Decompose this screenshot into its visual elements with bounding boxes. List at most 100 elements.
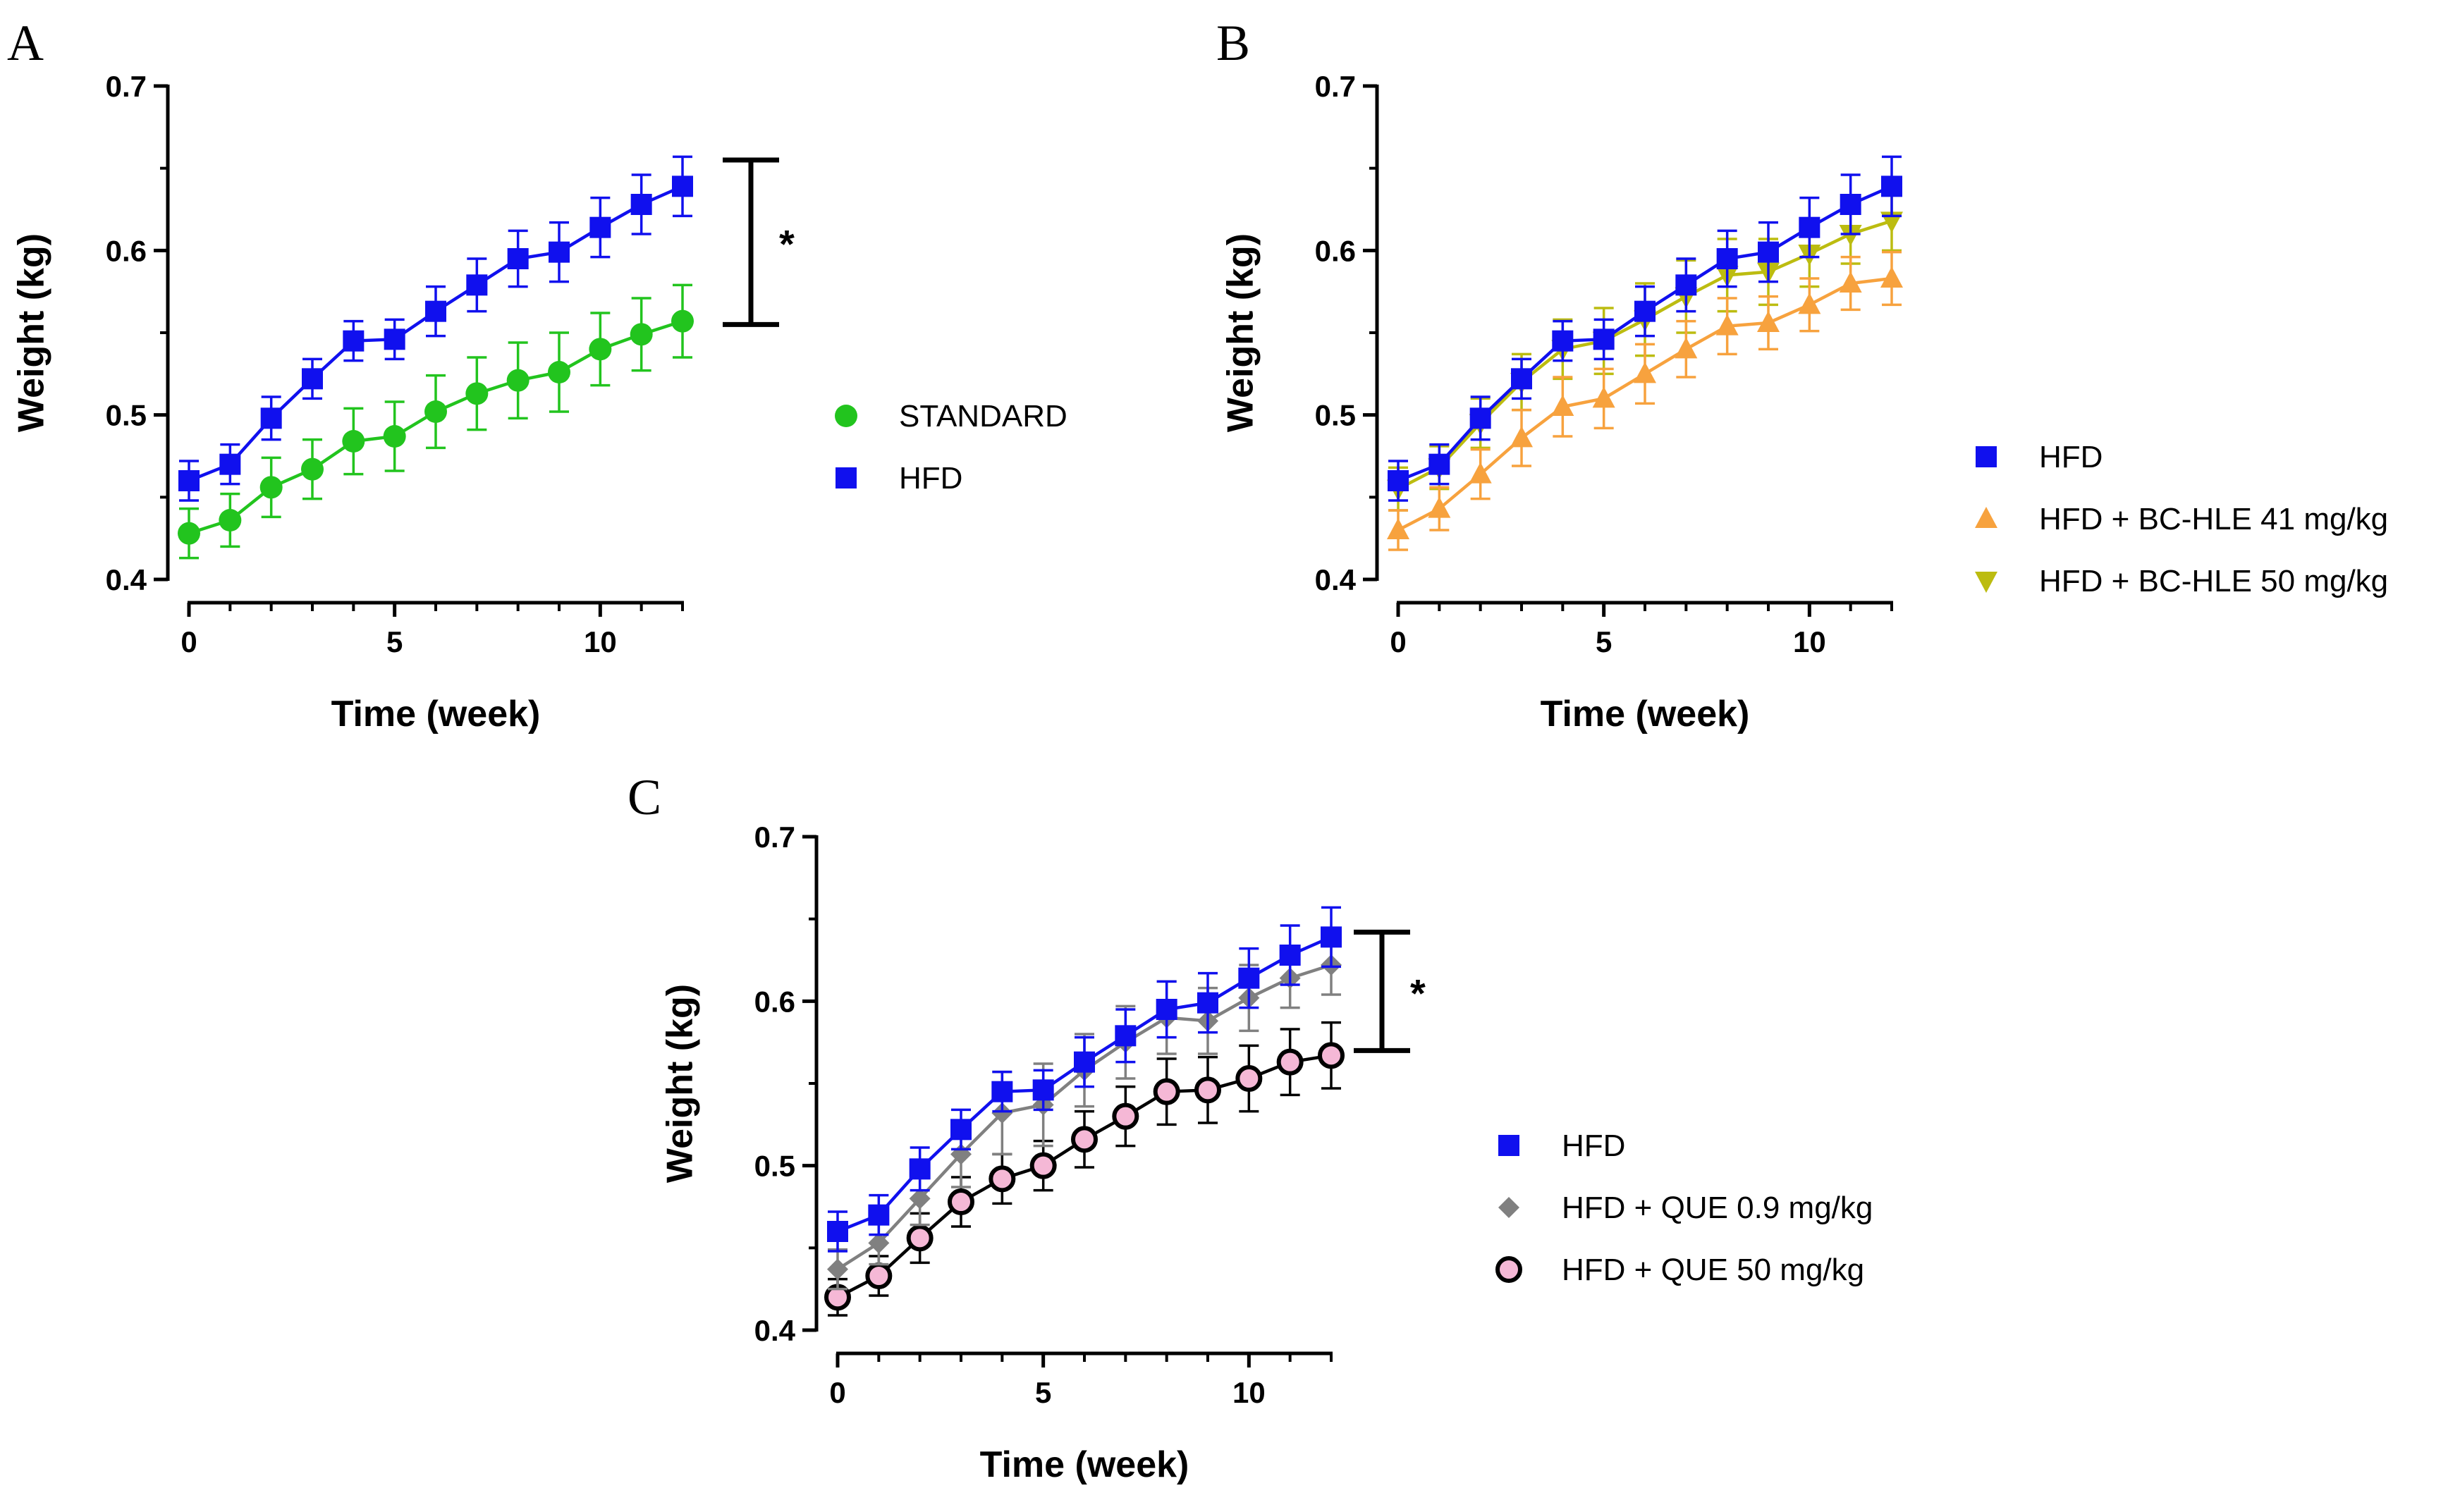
- data-point: [343, 330, 365, 352]
- panel-a: A 0.4 0.5 0.6 0.7 Weight (kg) 0 5 10 Time (week) *…: [7, 15, 1067, 735]
- panel-c: C 0.4 0.5 0.6 0.7 Weight (kg) 0 5 10 Time (week) *…: [628, 769, 1873, 1485]
- data-point: [909, 1188, 931, 1210]
- data-point: [827, 1221, 848, 1242]
- significance-label: *: [1410, 971, 1426, 1015]
- legend-item: HFD: [836, 461, 962, 496]
- data-point: [424, 400, 447, 423]
- y-tick-label: 0.4: [754, 1314, 796, 1347]
- legend-item: HFD + BC-HLE 41 mg/kg: [1975, 502, 2388, 536]
- data-point: [549, 241, 570, 263]
- legend-item: STANDARD: [835, 399, 1067, 434]
- data-point: [342, 430, 365, 453]
- series-hfd-bc-hle-41-mg-kg: [1387, 250, 1903, 551]
- data-point: [1032, 1079, 1054, 1101]
- data-point: [1552, 330, 1574, 352]
- panel-letter: B: [1216, 15, 1250, 71]
- data-point: [672, 176, 693, 197]
- data-point: [868, 1204, 890, 1226]
- x-tick-label: 0: [1390, 625, 1406, 658]
- data-point: [1880, 266, 1903, 288]
- y-axis-title: Weight (kg): [660, 984, 701, 1183]
- data-point: [589, 216, 611, 238]
- legend-item: HFD: [1498, 1129, 1625, 1163]
- data-point: [950, 1119, 972, 1141]
- legend-marker: [1495, 1256, 1522, 1283]
- legend-marker: [1976, 446, 1997, 467]
- data-point: [178, 470, 200, 491]
- x-tick-label: 5: [1596, 625, 1612, 658]
- y-tick-label: 0.4: [106, 563, 147, 596]
- data-point: [1593, 328, 1615, 350]
- legend-marker: [1975, 507, 1997, 528]
- data-point: [1799, 216, 1820, 238]
- series-hfd: [178, 155, 693, 502]
- x-tick-label: 5: [1035, 1376, 1051, 1409]
- data-point: [1675, 274, 1697, 296]
- data-point: [1634, 362, 1656, 383]
- y-tick-label: 0.5: [106, 399, 147, 432]
- y-tick-label: 0.7: [1315, 70, 1356, 103]
- x-axis-title: Time (week): [1541, 694, 1750, 735]
- data-point: [1469, 462, 1492, 484]
- panel-letter: A: [7, 15, 44, 71]
- y-axis-title: Weight (kg): [1220, 233, 1261, 432]
- legend-label: STANDARD: [899, 399, 1067, 434]
- series-hfd: [1388, 155, 1902, 502]
- data-point: [991, 1102, 1013, 1124]
- legend-marker: [1498, 1197, 1519, 1218]
- legend-marker: [1498, 1135, 1519, 1156]
- data-point: [1715, 314, 1739, 336]
- data-point: [302, 368, 323, 390]
- data-point: [1153, 1078, 1180, 1105]
- significance-bracket: *: [1354, 929, 1426, 1053]
- legend-label: HFD + BC-HLE 41 mg/kg: [2039, 502, 2388, 536]
- x-tick-label: 0: [829, 1376, 845, 1409]
- x-axis-title: Time (week): [331, 694, 541, 735]
- legend: HFD HFD + QUE 0.9 mg/kg HFD + QUE 50 mg/kg: [1495, 1129, 1873, 1287]
- data-point: [259, 476, 283, 499]
- data-point: [630, 323, 653, 346]
- y-tick-label: 0.7: [106, 70, 147, 103]
- data-point: [1235, 1065, 1263, 1092]
- x-tick-label: 10: [1232, 1376, 1266, 1409]
- data-point: [1675, 337, 1698, 359]
- legend-item: HFD + QUE 0.9 mg/kg: [1498, 1191, 1873, 1225]
- legend-marker: [1975, 572, 1997, 593]
- data-point: [1881, 176, 1902, 197]
- y-tick-label: 0.5: [754, 1150, 795, 1183]
- y-axis-title: Weight (kg): [11, 233, 52, 432]
- data-point: [1197, 992, 1218, 1014]
- data-point: [989, 1165, 1016, 1193]
- y-tick-label: 0.7: [754, 820, 795, 854]
- legend-label: HFD: [899, 461, 962, 496]
- data-point: [1428, 453, 1450, 475]
- data-point: [301, 457, 324, 481]
- data-point: [1840, 194, 1861, 215]
- data-point: [1634, 300, 1656, 322]
- series-standard: [178, 283, 694, 560]
- x-tick-label: 5: [386, 625, 403, 658]
- data-point: [1839, 271, 1862, 293]
- panel-letter: C: [628, 769, 661, 825]
- data-point: [1071, 1126, 1098, 1153]
- data-point: [1318, 1042, 1345, 1069]
- series-hfd: [827, 906, 1342, 1253]
- data-point: [630, 194, 652, 215]
- data-point: [991, 1081, 1013, 1102]
- y-tick-label: 0.6: [754, 985, 795, 1018]
- x-tick-label: 10: [1793, 625, 1826, 658]
- legend-label: HFD + QUE 0.9 mg/kg: [1562, 1191, 1873, 1225]
- data-point: [1321, 926, 1342, 948]
- data-point: [1388, 470, 1409, 491]
- data-point: [865, 1262, 893, 1289]
- significance-bracket: *: [723, 157, 795, 327]
- data-point: [909, 1158, 931, 1180]
- data-point: [1074, 1051, 1095, 1073]
- data-point: [1238, 967, 1260, 989]
- data-point: [507, 248, 529, 269]
- data-point: [1716, 248, 1738, 269]
- data-point: [671, 309, 694, 333]
- data-point: [178, 522, 200, 545]
- legend: HFD HFD + BC-HLE 41 mg/kg HFD + BC-HLE 50 …: [1975, 440, 2388, 598]
- data-point: [1112, 1102, 1139, 1130]
